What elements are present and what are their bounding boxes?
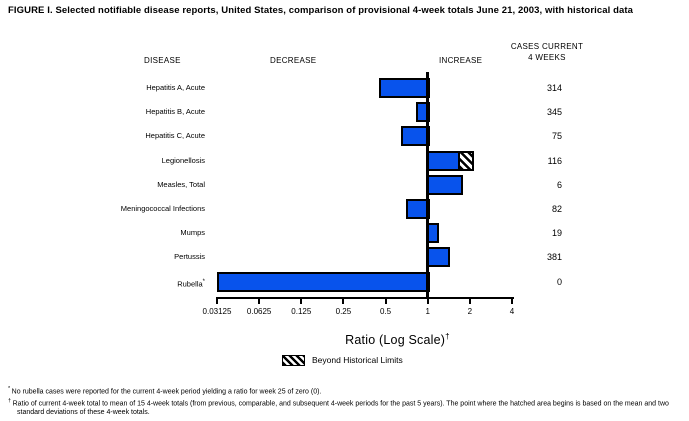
cases-current-value: 19 [551, 228, 562, 239]
legend-label: Beyond Historical Limits [312, 355, 403, 365]
axis-tick-label: 0.25 [335, 307, 352, 316]
axis-tick [468, 299, 471, 304]
axis-tick-label: 0.5 [380, 307, 392, 316]
disease-label: Rubella* [177, 278, 205, 289]
column-header-cases: CASES CURRENT 4 WEEKS [500, 42, 594, 63]
axis-tick [342, 299, 345, 304]
hatch-swatch-icon [282, 355, 305, 366]
axis-tick [258, 299, 261, 304]
disease-label: Measles, Total [157, 179, 205, 189]
footnotes: * No rubella cases were reported for the… [8, 385, 684, 417]
footnote-marker: * [8, 386, 12, 392]
x-axis-title-dagger: † [445, 332, 450, 341]
axis-tick [384, 299, 387, 304]
column-header-disease: DISEASE [144, 56, 181, 65]
column-header-decrease: DECREASE [270, 56, 317, 65]
column-header-increase: INCREASE [439, 56, 483, 65]
footnote-marker: † [8, 397, 13, 404]
axis-tick-label: 2 [467, 307, 473, 316]
disease-label: Mumps [180, 228, 205, 238]
disease-label: Hepatitis C, Acute [145, 131, 205, 141]
axis-tick-label: 4 [509, 307, 515, 316]
x-axis-line [216, 297, 514, 299]
axis-tick-label: 0.03125 [202, 307, 232, 316]
column-header-cases-line2: 4 WEEKS [528, 52, 566, 62]
cases-current-value: 345 [546, 107, 562, 118]
beyond-historical-limits-hatch [457, 150, 475, 171]
cases-current-value: 381 [546, 252, 562, 263]
baseline-ratio-1 [426, 72, 429, 299]
disease-label: Hepatitis A, Acute [146, 83, 205, 92]
disease-label: Pertussis [174, 252, 205, 262]
x-axis-title: Ratio (Log Scale)† [280, 332, 515, 347]
axis-tick [216, 299, 218, 304]
axis-tick [511, 299, 513, 304]
cases-current-value: 6 [556, 179, 562, 190]
cases-current-value: 75 [551, 131, 562, 142]
ratio-bar [379, 78, 430, 98]
x-axis-title-text: Ratio (Log Scale) [345, 333, 446, 348]
column-header-cases-line1: CASES CURRENT [510, 42, 584, 51]
ratio-bar [217, 271, 430, 292]
ratio-bar [426, 150, 475, 171]
cases-current-value: 0 [556, 276, 562, 287]
disease-label: Meningococcal Infections [120, 204, 205, 213]
ratio-bar [426, 247, 451, 268]
disease-label: Hepatitis B, Acute [145, 107, 205, 117]
footnote-marker: * [202, 278, 205, 285]
figure-title: FIGURE I. Selected notifiable disease re… [8, 5, 634, 16]
axis-tick [426, 299, 429, 304]
footnote: * No rubella cases were reported for the… [8, 386, 322, 396]
disease-label: Legionellosis [161, 155, 205, 165]
axis-tick [300, 299, 303, 304]
ratio-bar [426, 174, 464, 195]
cases-current-value: 82 [551, 204, 562, 214]
axis-tick-label: 0.0625 [246, 307, 272, 316]
axis-tick-label: 1 [425, 307, 430, 316]
axis-tick-label: 0.125 [291, 307, 312, 316]
cases-current-value: 116 [547, 155, 562, 166]
footnote: † Ratio of current 4-week total to mean … [8, 397, 669, 416]
cases-current-value: 314 [546, 83, 562, 93]
